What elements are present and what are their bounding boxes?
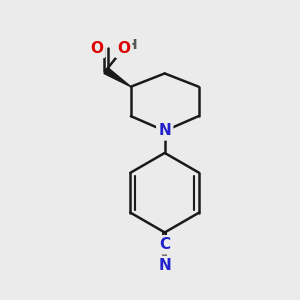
Text: H: H <box>126 38 138 52</box>
Text: O: O <box>117 41 130 56</box>
Text: N: N <box>158 123 171 138</box>
Polygon shape <box>104 68 131 87</box>
Text: N: N <box>158 258 171 273</box>
Text: C: C <box>159 237 170 252</box>
Text: O: O <box>91 41 103 56</box>
